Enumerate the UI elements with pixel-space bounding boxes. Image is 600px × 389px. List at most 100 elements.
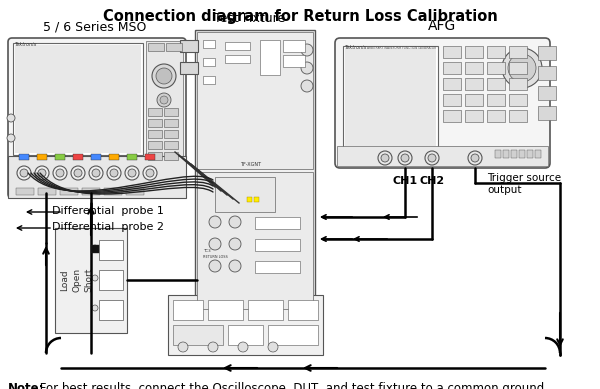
Bar [465,46,483,58]
FancyBboxPatch shape [8,38,186,198]
Bar [255,239,300,251]
Bar [495,150,501,158]
Bar [268,325,318,345]
Bar [487,46,505,58]
Circle shape [20,169,28,177]
Bar [443,94,461,106]
Bar [148,130,162,138]
Bar [109,154,119,160]
Text: RETURN LOSS: RETURN LOSS [203,255,228,259]
Text: CH1: CH1 [392,176,418,186]
Circle shape [92,169,100,177]
Bar [38,188,56,195]
Circle shape [209,216,221,228]
Circle shape [38,169,46,177]
Bar [465,94,483,106]
Bar [247,197,252,202]
Text: AFG: AFG [428,19,456,33]
Text: Short: Short [85,268,94,292]
Bar [16,188,34,195]
Bar [443,78,461,90]
Bar [283,55,305,67]
Text: Differential  probe 1: Differential probe 1 [52,206,164,216]
Bar [37,154,47,160]
Circle shape [428,154,436,162]
Circle shape [425,151,439,165]
Circle shape [178,342,188,352]
Circle shape [17,166,31,180]
Text: Differential  probe 2: Differential probe 2 [52,222,164,232]
Circle shape [209,260,221,272]
Circle shape [502,48,542,88]
Bar [148,141,162,149]
Bar [465,62,483,74]
Circle shape [268,342,278,352]
Bar [145,154,155,160]
Bar [509,78,527,90]
Text: CH2: CH2 [419,176,445,186]
Circle shape [92,275,98,281]
Bar [509,94,527,106]
Bar [164,152,178,160]
Circle shape [128,169,136,177]
Bar [255,217,300,229]
Circle shape [156,68,172,84]
Circle shape [35,166,49,180]
FancyBboxPatch shape [335,38,550,168]
Bar [254,197,259,202]
Bar [197,32,313,169]
Bar [91,154,101,160]
Bar [99,270,123,290]
Bar [203,76,215,84]
Text: TC3: TC3 [203,249,211,253]
Bar [337,146,548,166]
Text: Tektronix: Tektronix [345,45,367,50]
Circle shape [301,44,313,56]
Bar [465,110,483,122]
Bar [91,245,99,253]
Bar [509,62,527,74]
Bar [127,154,137,160]
Circle shape [378,151,392,165]
Circle shape [143,166,157,180]
Bar [225,55,250,63]
Circle shape [92,305,98,311]
Text: 5 / 6 Series MSO: 5 / 6 Series MSO [43,20,146,33]
Circle shape [160,96,168,104]
Bar [148,43,164,51]
Bar [538,106,556,120]
Bar [166,43,182,51]
Circle shape [401,154,409,162]
Circle shape [110,169,118,177]
Bar [225,42,250,50]
Bar [82,188,100,195]
Bar [173,300,203,320]
Bar [538,86,556,100]
Circle shape [229,238,241,250]
Bar [248,300,283,320]
Bar [73,154,83,160]
Circle shape [157,93,171,107]
Bar [527,150,533,158]
Circle shape [146,169,154,177]
Bar [15,45,141,153]
Circle shape [471,154,479,162]
Text: ARBITRARY WAVEFORM FUNCTION GENERATOR: ARBITRARY WAVEFORM FUNCTION GENERATOR [367,46,436,50]
Bar [55,228,127,333]
Bar [164,108,178,116]
Bar [260,40,280,75]
Bar [146,41,183,171]
Circle shape [398,151,412,165]
Circle shape [71,166,85,180]
Text: For best results, connect the Oscilloscope, DUT, and test fixture to a common gr: For best results, connect the Oscillosco… [36,382,548,389]
Circle shape [7,114,15,122]
Bar [208,300,243,320]
Bar [283,40,305,52]
Bar [443,110,461,122]
Bar [13,43,143,155]
Bar [443,62,461,74]
Circle shape [508,54,536,82]
Bar [487,62,505,74]
Bar [509,110,527,122]
Bar [203,40,215,48]
